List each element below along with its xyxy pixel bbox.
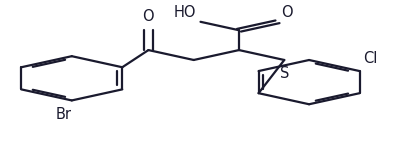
Text: O: O: [281, 5, 293, 20]
Text: Br: Br: [56, 107, 72, 122]
Text: O: O: [143, 9, 154, 24]
Text: S: S: [279, 66, 289, 81]
Text: Cl: Cl: [364, 51, 378, 66]
Text: HO: HO: [174, 5, 196, 20]
